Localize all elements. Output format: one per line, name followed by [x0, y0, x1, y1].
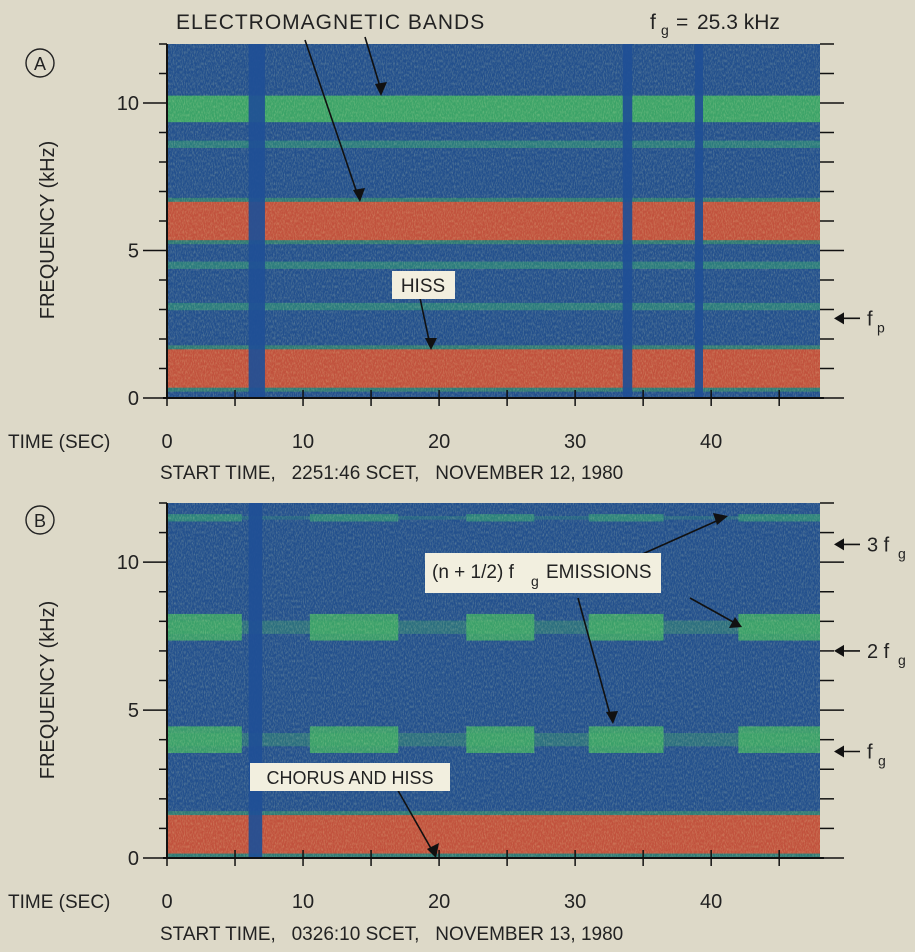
x-tick-label: 30 [564, 431, 586, 453]
annotation-emissions-prefix: (n + 1/2) f [432, 562, 515, 583]
annotation-hiss: HISS [401, 276, 445, 297]
marker-arrowhead [834, 538, 844, 551]
svg-text:=: = [676, 11, 688, 34]
figure-title: ELECTROMAGNETIC BANDS [176, 11, 485, 34]
annotation-arrows-b [395, 518, 736, 853]
annotation-box [425, 553, 661, 593]
panel-label: B [34, 511, 46, 531]
y-tick-label: 5 [128, 700, 139, 722]
data-gap [694, 44, 704, 398]
spectrogram-texture [167, 44, 820, 398]
panel-a: A FREQUENCY (kHz) TIME (SEC) START TIME,… [8, 36, 885, 484]
marker-arrowhead [834, 745, 844, 758]
x-tick-label: 40 [700, 891, 722, 913]
y-axis-label: FREQUENCY (kHz) [37, 141, 59, 320]
marker-label: 3 f [867, 534, 890, 556]
marker-label: 2 f [867, 641, 890, 663]
annotation-box [392, 271, 455, 299]
data-gap [622, 44, 633, 398]
panel-b: B FREQUENCY (kHz) TIME (SEC) START TIME,… [8, 502, 906, 945]
annotation-emissions: EMISSIONS [546, 562, 652, 583]
marker-label: f [867, 308, 873, 330]
panel-label-circle [25, 48, 55, 78]
start-time-caption: START TIME, 0326:10 SCET, NOVEMBER 13, 1… [160, 924, 623, 945]
marker-arrowhead [834, 312, 844, 325]
arrowheads-a [353, 82, 437, 350]
axis-ticks-a: 0 10 20 30 40 0 5 10 [117, 43, 844, 453]
data-gap [248, 503, 263, 858]
axis-ticks-b: 0 10 20 30 40 0 5 10 [117, 502, 844, 913]
marker-label-subscript: g [898, 652, 906, 668]
y-tick-label: 5 [128, 241, 139, 263]
x-tick-label: 10 [292, 891, 314, 913]
annotation-arrows-a [304, 36, 431, 346]
x-axis-label: TIME (SEC) [8, 892, 110, 913]
x-tick-label: 10 [292, 431, 314, 453]
x-tick-label: 20 [428, 891, 450, 913]
x-tick-label: 30 [564, 891, 586, 913]
x-tick-label: 0 [161, 431, 172, 453]
annotation-chorus-hiss: CHORUS AND HISS [266, 768, 433, 788]
annotation-emissions-subscript: g [531, 573, 539, 589]
svg-text:g: g [661, 22, 669, 38]
y-tick-label: 10 [117, 552, 139, 574]
y-tick-label: 10 [117, 93, 139, 115]
x-axis-label: TIME (SEC) [8, 432, 110, 453]
x-tick-label: 20 [428, 431, 450, 453]
start-time-caption: START TIME, 2251:46 SCET, NOVEMBER 12, 1… [160, 463, 623, 484]
y-tick-label: 0 [128, 388, 139, 410]
side-markers-b: 3 f g2 f gf g [834, 534, 906, 769]
marker-label-subscript: g [898, 545, 906, 561]
fg-value: 25.3 kHz [697, 11, 780, 34]
marker-arrowhead [834, 644, 844, 657]
panel-label: A [34, 54, 46, 74]
marker-label-subscript: p [877, 319, 885, 335]
data-gap [248, 44, 265, 398]
fg-value-label: f g = 25.3 kHz [650, 11, 780, 38]
annotation-box [250, 763, 450, 791]
spectrogram-a [167, 44, 820, 398]
y-axis-label: FREQUENCY (kHz) [37, 601, 59, 780]
arrowheads-b [427, 513, 742, 858]
marker-label-subscript: g [878, 753, 886, 769]
svg-text:f: f [650, 11, 656, 34]
marker-label: f [867, 742, 873, 764]
panel-label-circle [25, 505, 55, 535]
x-tick-label: 40 [700, 431, 722, 453]
x-tick-label: 0 [161, 891, 172, 913]
y-tick-label: 0 [128, 848, 139, 870]
